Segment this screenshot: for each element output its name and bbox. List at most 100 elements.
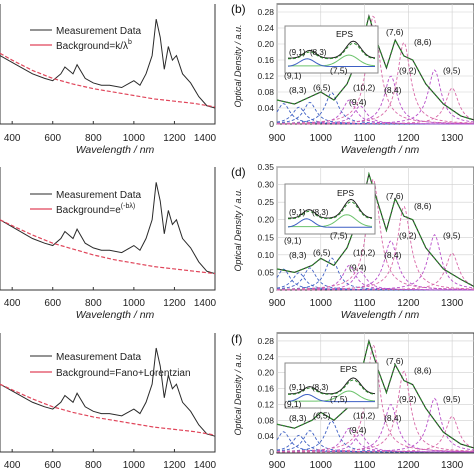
peak-label-0-5: (9,4) xyxy=(349,97,367,107)
peak-label-2-7: (7,6) xyxy=(386,356,404,366)
left-xtick-label-0-3: 1000 xyxy=(123,133,146,144)
peak-label-0-10: (9,5) xyxy=(443,66,461,76)
right-ytick-label-2-4: 0.16 xyxy=(257,384,274,394)
left-xtick-label-2-5: 1400 xyxy=(194,460,217,471)
right-xtick-label-1-2: 1100 xyxy=(354,298,376,309)
right-xtick-label-2-4: 1300 xyxy=(441,460,464,471)
inset-measurement-2 xyxy=(287,377,376,395)
peak-label-0-7: (7,6) xyxy=(386,27,404,37)
inset-measurement-1 xyxy=(287,198,373,219)
legend-label-background-1: Background=e(-bλ) xyxy=(56,203,135,216)
component-curve-0-5 xyxy=(276,105,474,125)
right-plot-1: (d) 0 0.05 0.10 0.15 0.20 0.25 0.30 0.35 900 1000… xyxy=(231,162,474,321)
right-xtick-label-0-3: 1200 xyxy=(397,133,420,144)
row-1: 400 600 800 1000 1200 1400 Measurement Data B… xyxy=(0,162,474,321)
inset-0: EPS (9,1) (8,3) xyxy=(284,25,379,74)
legend-label-measurement-2: Measurement Data xyxy=(56,352,141,363)
component-curve-0-10 xyxy=(276,87,474,125)
right-xtick-label-0-1: 1000 xyxy=(310,133,333,144)
left-axis-frame-1 xyxy=(0,167,216,291)
peak-label-1-2: (6,5) xyxy=(313,248,331,258)
legend-label-measurement-0: Measurement Data xyxy=(56,26,141,37)
measurement-line-1 xyxy=(0,182,216,275)
peak-label-1-6: (8,4) xyxy=(384,250,402,260)
inset-eps-1 xyxy=(288,214,373,228)
right-xtick-label-2-3: 1200 xyxy=(397,460,420,471)
left-xlabel-1: Wavelength / nm xyxy=(76,309,155,321)
right-ytick-label-1-0: 0 xyxy=(269,285,274,295)
peak-label-0-6: (8,4) xyxy=(384,85,402,95)
right-xtick-label-2-0: 900 xyxy=(269,460,286,471)
left-xtick-label-1-1: 600 xyxy=(44,298,61,309)
left-xtick-label-1-3: 1000 xyxy=(123,298,146,309)
component-curve-2-6 xyxy=(276,344,474,452)
component-curve-2-3 xyxy=(276,420,474,453)
left-plot-0: 400 600 800 1000 1200 1400 Measurement Data B… xyxy=(0,4,217,156)
background-line-2 xyxy=(0,383,216,436)
right-ytick-label-1-2: 0.10 xyxy=(257,250,274,260)
peak-label-2-5: (9,4) xyxy=(349,425,367,435)
left-xlabel-0: Wavelength / nm xyxy=(76,144,155,156)
component-curve-0-3 xyxy=(276,92,474,125)
right-xtick-label-0-2: 1100 xyxy=(354,133,376,144)
measurement-line-2 xyxy=(0,347,216,437)
component-curve-2-5 xyxy=(276,433,474,453)
fit-line-0 xyxy=(276,13,474,121)
right-plot-0: (b) 0 0.04 0.08 0.12 0.16 0.20 0.24 0.28 900 1000… xyxy=(231,2,474,156)
right-ytick-label-1-7: 0.35 xyxy=(257,162,274,172)
row-0: 400 600 800 1000 1200 1400 Measurement Data B… xyxy=(0,2,474,156)
component-curve-0-2 xyxy=(276,101,474,125)
peak-label-2-0: (9,1) xyxy=(284,399,302,409)
inset-label-1: EPS xyxy=(337,188,354,198)
peak-label-0-3: (7,5) xyxy=(330,66,348,76)
peak-label-2-10: (9,5) xyxy=(443,394,461,404)
panel-label-d: (d) xyxy=(231,165,246,179)
component-curve-1-3 xyxy=(276,257,474,291)
peak-label-2-9: (8,6) xyxy=(414,365,432,375)
inset-label-0: EPS xyxy=(336,29,353,39)
component-curve-2-2 xyxy=(276,430,474,453)
peak-label-2-2: (6,5) xyxy=(313,411,331,421)
peak-label-1-1: (8,3) xyxy=(289,250,307,260)
inset-label-2: EPS xyxy=(340,364,357,374)
right-ylabel-0: Optical Density / a.u. xyxy=(233,24,243,107)
background-line-0 xyxy=(0,52,216,108)
component-curve-1-10 xyxy=(276,252,474,291)
inset-peak-91-2: (9,1) xyxy=(289,383,306,392)
left-xtick-label-2-1: 600 xyxy=(44,460,61,471)
right-ytick-label-2-5: 0.20 xyxy=(257,368,274,378)
inset-fit-0 xyxy=(287,42,376,60)
inset-frame-0 xyxy=(284,25,379,74)
left-plot-2: 400 600 800 1000 1200 1400 Measurement Data B… xyxy=(0,333,217,471)
left-xtick-label-0-2: 800 xyxy=(85,133,102,144)
right-xlabel-1: Wavelength / nm xyxy=(341,309,420,321)
right-xtick-label-1-0: 900 xyxy=(269,298,286,309)
measurement-line-0 xyxy=(0,19,216,109)
right-xtick-label-2-2: 1100 xyxy=(354,460,376,471)
peak-label-1-8: (9,2) xyxy=(399,230,417,240)
inset-measurement-0 xyxy=(287,40,376,59)
peak-label-2-6: (8,4) xyxy=(384,413,402,423)
inset-frame-2 xyxy=(284,362,379,409)
component-curve-1-9 xyxy=(276,233,474,291)
legend-label-background-0: Background=k/λb xyxy=(56,39,132,52)
inset-fit-2 xyxy=(287,379,376,395)
legend-label-measurement-1: Measurement Data xyxy=(56,190,141,201)
right-xtick-label-0-0: 900 xyxy=(269,133,286,144)
right-ytick-label-2-3: 0.12 xyxy=(257,399,274,409)
peak-label-1-4: (10,2) xyxy=(353,248,375,258)
right-xtick-label-0-4: 1300 xyxy=(441,133,464,144)
peak-label-1-10: (9,5) xyxy=(443,230,461,240)
inset-1: EPS (9,1) (8,3) xyxy=(284,183,376,235)
left-xtick-label-1-5: 1400 xyxy=(194,298,217,309)
right-ytick-label-2-2: 0.08 xyxy=(257,415,274,425)
peak-label-2-8: (9,2) xyxy=(399,394,417,404)
component-curve-1-7 xyxy=(276,240,474,291)
peak-label-0-0: (9,1) xyxy=(284,70,302,80)
right-ytick-label-0-4: 0.16 xyxy=(257,55,274,65)
left-xtick-label-2-3: 1000 xyxy=(123,460,146,471)
peak-label-1-3: (7,5) xyxy=(330,230,348,240)
peak-label-0-1: (8,3) xyxy=(289,85,307,95)
inset-component-1 xyxy=(287,218,372,228)
